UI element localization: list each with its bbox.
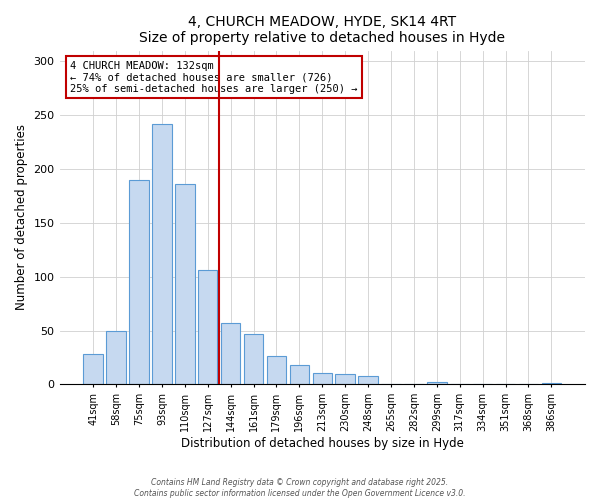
Bar	[267, 356, 286, 384]
Text: Contains HM Land Registry data © Crown copyright and database right 2025.
Contai: Contains HM Land Registry data © Crown c…	[134, 478, 466, 498]
Bar	[313, 372, 332, 384]
Bar	[175, 184, 194, 384]
Bar	[106, 330, 126, 384]
Bar	[290, 365, 309, 384]
Bar	[221, 323, 241, 384]
Bar	[335, 374, 355, 384]
Bar	[83, 354, 103, 384]
Bar	[129, 180, 149, 384]
Title: 4, CHURCH MEADOW, HYDE, SK14 4RT
Size of property relative to detached houses in: 4, CHURCH MEADOW, HYDE, SK14 4RT Size of…	[139, 15, 505, 45]
Bar	[358, 376, 378, 384]
Bar	[244, 334, 263, 384]
Text: 4 CHURCH MEADOW: 132sqm
← 74% of detached houses are smaller (726)
25% of semi-d: 4 CHURCH MEADOW: 132sqm ← 74% of detache…	[70, 60, 358, 94]
Bar	[198, 270, 217, 384]
X-axis label: Distribution of detached houses by size in Hyde: Distribution of detached houses by size …	[181, 437, 464, 450]
Y-axis label: Number of detached properties: Number of detached properties	[15, 124, 28, 310]
Bar	[152, 124, 172, 384]
Bar	[427, 382, 446, 384]
